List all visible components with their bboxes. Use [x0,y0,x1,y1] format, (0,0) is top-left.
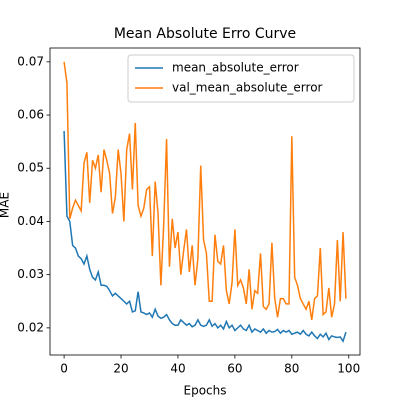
x-tick-label: 100 [337,362,360,376]
y-tick-label: 0.07 [17,54,44,68]
x-axis-label: Epochs [184,384,227,398]
x-tick-label: 60 [227,362,242,376]
legend-label: mean_absolute_error [172,61,299,75]
line-series [63,61,347,320]
x-tick-label: 0 [60,362,68,376]
y-tick-label: 0.03 [17,267,44,281]
plot-frame [49,47,361,356]
y-tick-label: 0.05 [17,161,44,175]
y-axis-label: MAE [0,192,12,218]
legend-box [127,54,355,103]
x-tick-label: 20 [113,362,128,376]
y-tick-label: 0.02 [17,320,44,334]
x-tick-label: 80 [284,362,299,376]
line-series [63,130,347,343]
x-tick-label: 40 [170,362,185,376]
chart-title: Mean Absolute Erro Curve [114,26,296,42]
y-tick-label: 0.04 [17,214,44,228]
legend-label: val_mean_absolute_error [172,81,323,95]
y-tick-label: 0.06 [17,108,44,122]
